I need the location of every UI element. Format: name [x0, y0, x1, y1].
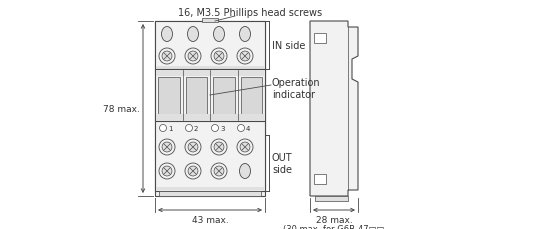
Circle shape	[240, 52, 250, 62]
Ellipse shape	[188, 27, 199, 42]
Bar	[159, 191, 261, 196]
Ellipse shape	[239, 27, 250, 42]
Text: 1: 1	[168, 125, 172, 131]
Bar	[186, 78, 207, 115]
Text: 3: 3	[220, 125, 225, 131]
Bar	[156, 114, 264, 120]
Text: 28 max.: 28 max.	[316, 215, 353, 224]
Text: Operation
indicator: Operation indicator	[272, 78, 320, 99]
Bar	[156, 67, 264, 70]
Circle shape	[162, 166, 172, 176]
Polygon shape	[314, 34, 326, 44]
Circle shape	[212, 125, 219, 132]
Bar	[202, 19, 218, 23]
Circle shape	[238, 125, 244, 132]
Circle shape	[159, 49, 175, 65]
Circle shape	[186, 125, 193, 132]
Circle shape	[237, 49, 253, 65]
Text: 78 max.: 78 max.	[103, 105, 140, 114]
Text: 16, M3.5 Phillips head screws: 16, M3.5 Phillips head screws	[178, 8, 322, 18]
Circle shape	[159, 125, 166, 132]
Circle shape	[214, 166, 224, 176]
Text: IN side: IN side	[272, 41, 305, 51]
Circle shape	[211, 139, 227, 155]
Bar	[155, 121, 265, 191]
Circle shape	[211, 163, 227, 179]
Circle shape	[237, 139, 253, 155]
Circle shape	[188, 166, 198, 176]
Circle shape	[214, 142, 224, 152]
Circle shape	[162, 52, 172, 62]
Text: 2: 2	[194, 125, 199, 131]
Circle shape	[185, 49, 201, 65]
Bar	[156, 71, 264, 77]
Ellipse shape	[239, 164, 250, 179]
Bar	[213, 78, 234, 115]
Bar	[155, 70, 265, 121]
Circle shape	[188, 52, 198, 62]
Circle shape	[188, 142, 198, 152]
Bar	[155, 22, 265, 196]
Circle shape	[211, 49, 227, 65]
Text: OUT
side: OUT side	[272, 153, 293, 174]
Bar	[156, 187, 264, 190]
Circle shape	[159, 163, 175, 179]
Circle shape	[185, 163, 201, 179]
Circle shape	[162, 142, 172, 152]
Circle shape	[214, 52, 224, 62]
Circle shape	[185, 139, 201, 155]
Text: (30 max. for G6B-47□□
long-life model): (30 max. for G6B-47□□ long-life model)	[283, 224, 385, 229]
Text: 4: 4	[246, 125, 250, 131]
Ellipse shape	[162, 27, 172, 42]
Bar	[240, 78, 262, 115]
Circle shape	[159, 139, 175, 155]
Text: 43 max.: 43 max.	[191, 215, 228, 224]
Polygon shape	[314, 174, 326, 184]
Bar	[315, 196, 348, 201]
Bar	[158, 78, 180, 115]
Polygon shape	[310, 22, 358, 196]
Circle shape	[240, 142, 250, 152]
Ellipse shape	[213, 27, 225, 42]
Bar	[155, 22, 265, 70]
